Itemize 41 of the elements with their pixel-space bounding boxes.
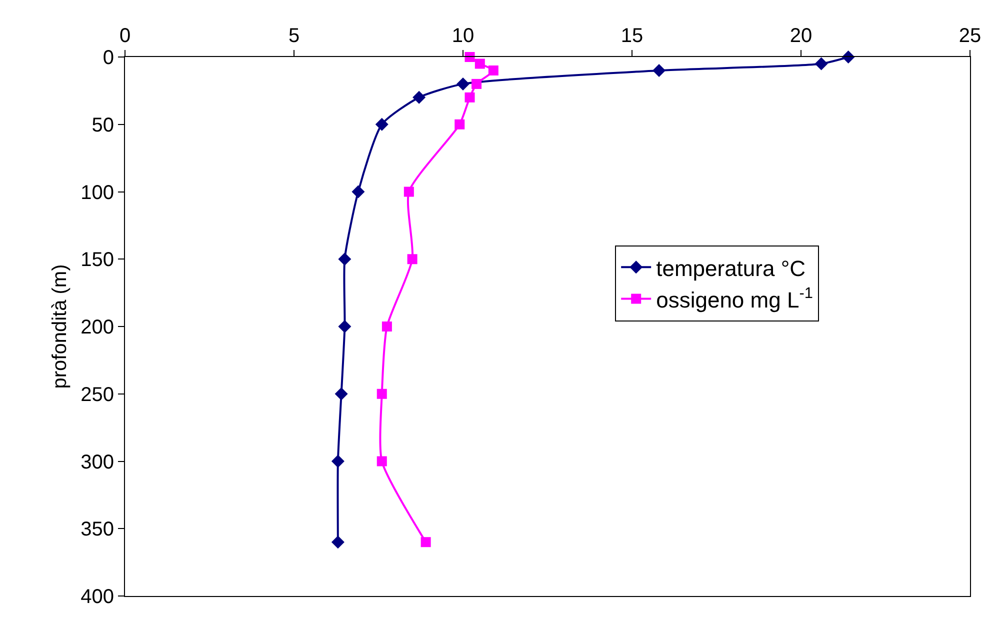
x-tick-label: 20 <box>790 25 812 47</box>
point <box>412 90 426 104</box>
point <box>338 320 352 333</box>
point <box>404 186 414 197</box>
x-tick-label: 15 <box>620 25 644 47</box>
x-tick-label: 0 <box>119 25 131 47</box>
point <box>464 92 475 102</box>
point <box>454 119 465 130</box>
point <box>331 454 344 468</box>
point <box>338 252 352 266</box>
point <box>488 65 498 76</box>
point <box>652 64 666 77</box>
point <box>472 78 482 89</box>
point <box>464 52 475 62</box>
y-tick-label: 350 <box>80 518 114 541</box>
point <box>376 388 387 399</box>
y-tick-label: 200 <box>80 316 114 338</box>
point <box>420 537 431 548</box>
y-tick-label: 400 <box>80 586 114 608</box>
y-tick-label: 100 <box>80 182 114 204</box>
point <box>456 77 470 90</box>
point <box>331 536 344 549</box>
point <box>334 387 348 400</box>
x-tick-label: 25 <box>958 25 982 47</box>
point <box>352 185 365 198</box>
x-tick-label: 5 <box>288 25 300 47</box>
legend-label: ossigeno mg L$^{-1}$ <box>656 285 813 312</box>
y-tick-label: 300 <box>80 451 114 474</box>
y-tick-label: 50 <box>92 114 114 136</box>
point <box>407 254 418 264</box>
point <box>376 456 387 466</box>
point <box>375 118 388 131</box>
y-tick-label: 250 <box>80 384 114 406</box>
point <box>382 322 392 332</box>
x-tick-label: 10 <box>452 25 474 47</box>
y-axis-title: profondità (m) <box>49 264 72 389</box>
legend-label: temperatura °C <box>656 256 806 281</box>
y-tick-label: 0 <box>102 47 114 69</box>
point <box>814 57 828 70</box>
y-tick-label: 150 <box>80 249 114 272</box>
point <box>474 58 485 69</box>
